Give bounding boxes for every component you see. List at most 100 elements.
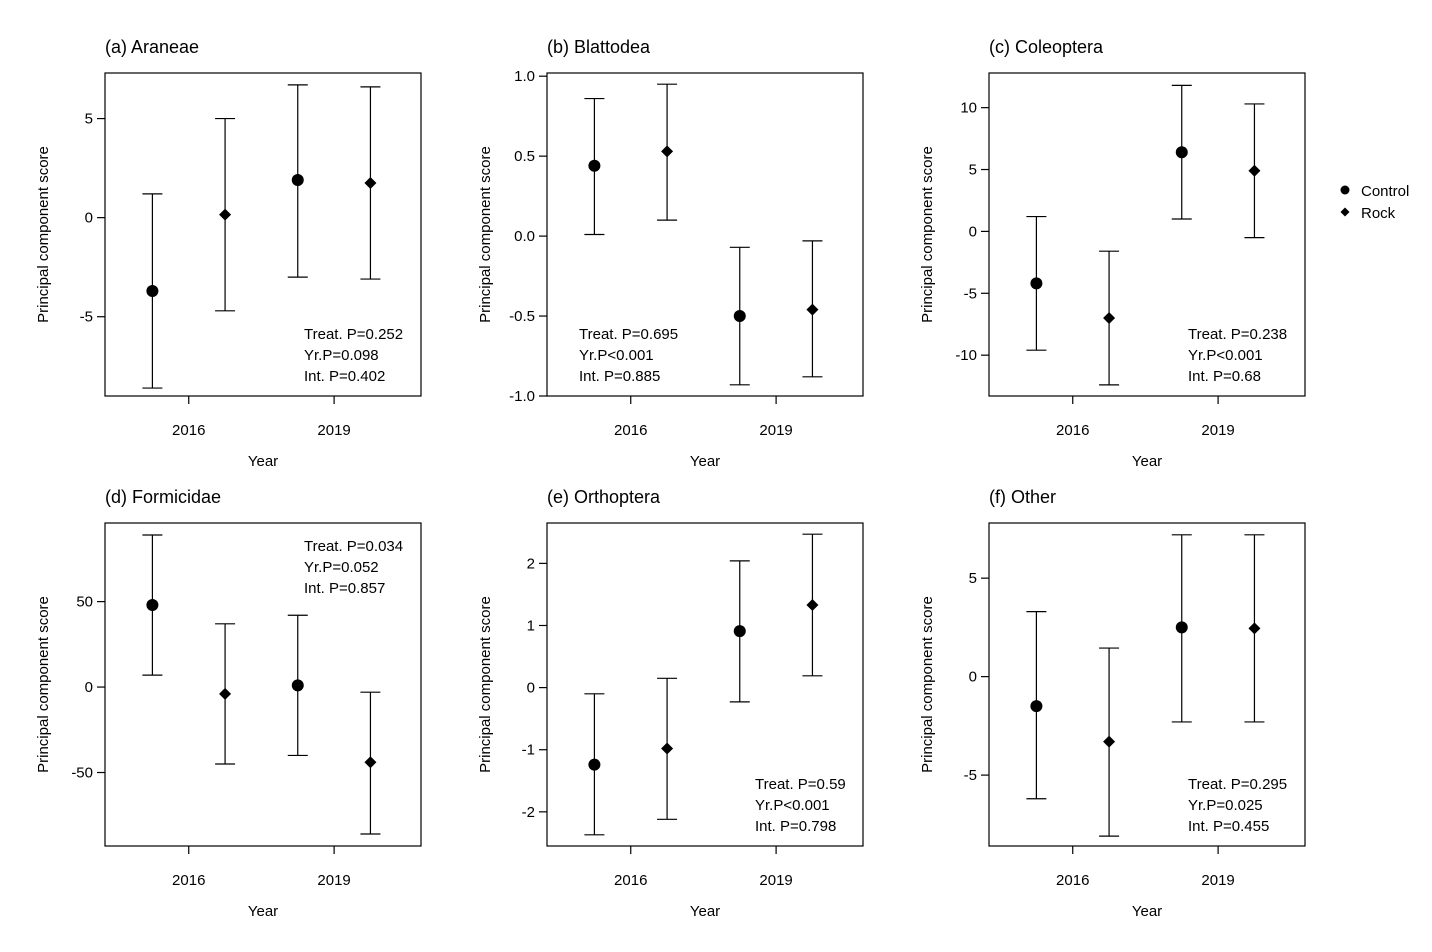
legend-marker-circle bbox=[1340, 185, 1350, 195]
y-tick-label: 1 bbox=[527, 617, 535, 634]
stat-line: Treat. P=0.695 bbox=[579, 326, 678, 343]
stat-line: Int. P=0.68 bbox=[1188, 368, 1261, 385]
control-mean-point bbox=[291, 174, 304, 187]
stat-line: Treat. P=0.295 bbox=[1188, 776, 1287, 793]
rock-mean-point bbox=[364, 756, 377, 769]
control-mean-point bbox=[1030, 277, 1043, 290]
control-mean-point bbox=[291, 679, 304, 692]
panel-title: (b) Blattodea bbox=[547, 37, 651, 57]
stat-line: Yr.P<0.001 bbox=[579, 347, 654, 364]
stat-line: Int. P=0.455 bbox=[1188, 818, 1269, 835]
y-tick-label: 0.0 bbox=[514, 228, 535, 245]
legend: Control Rock bbox=[1340, 183, 1409, 222]
control-mean-point bbox=[588, 159, 601, 172]
y-axis-label: Principal component score bbox=[919, 146, 936, 323]
x-tick-label: 2019 bbox=[1201, 422, 1234, 439]
x-tick-label: 2016 bbox=[1056, 872, 1089, 889]
y-tick-label: -5 bbox=[964, 767, 977, 784]
y-tick-label: -2 bbox=[522, 804, 535, 821]
rock-mean-point bbox=[806, 303, 819, 316]
panel-2: (b) Blattodea -1.0 -0.5 0.0 0.5 1.0 2016 2019 Ye… bbox=[477, 37, 864, 470]
panel-4: (d) Formicidae -50 0 50 2016 2019 Year Principa… bbox=[35, 487, 422, 920]
y-tick-label: 0 bbox=[969, 223, 977, 240]
stat-line: Treat. P=0.252 bbox=[304, 326, 403, 343]
stat-line: Yr.P<0.001 bbox=[755, 797, 830, 814]
stat-line: Treat. P=0.59 bbox=[755, 776, 846, 793]
rock-mean-point bbox=[1248, 164, 1261, 177]
x-axis-label: Year bbox=[1132, 903, 1162, 920]
legend-item-rock: Rock bbox=[1340, 205, 1396, 222]
y-tick-label: -10 bbox=[955, 347, 977, 364]
panel-3: (c) Coleoptera -10 -5 0 5 10 2016 2019 Year Princ… bbox=[919, 37, 1306, 470]
plot-frame bbox=[988, 72, 1306, 397]
stat-line: Treat. P=0.238 bbox=[1188, 326, 1287, 343]
y-tick-label: -50 bbox=[71, 765, 93, 782]
legend-label: Rock bbox=[1361, 205, 1396, 222]
stat-line: Int. P=0.857 bbox=[304, 580, 385, 597]
control-mean-point bbox=[1175, 621, 1188, 634]
stat-line: Treat. P=0.034 bbox=[304, 538, 403, 555]
control-mean-point bbox=[1030, 700, 1043, 713]
panel-title: (a) Araneae bbox=[105, 37, 199, 57]
stat-line: Yr.P=0.052 bbox=[304, 559, 379, 576]
y-tick-label: 0 bbox=[85, 679, 93, 696]
legend-marker-diamond bbox=[1340, 207, 1350, 217]
stat-line: Int. P=0.885 bbox=[579, 368, 660, 385]
control-mean-point bbox=[146, 599, 159, 612]
y-tick-label: 1.0 bbox=[514, 68, 535, 85]
y-tick-label: -0.5 bbox=[509, 308, 535, 325]
x-axis-label: Year bbox=[690, 453, 720, 470]
y-axis-label: Principal component score bbox=[35, 146, 52, 323]
y-tick-label: 0 bbox=[969, 669, 977, 686]
y-axis-label: Principal component score bbox=[919, 596, 936, 773]
x-tick-label: 2016 bbox=[614, 872, 647, 889]
x-tick-label: 2019 bbox=[317, 422, 350, 439]
panel-title: (f) Other bbox=[989, 487, 1056, 507]
rock-mean-point bbox=[1248, 622, 1261, 635]
rock-mean-point bbox=[219, 687, 232, 700]
y-tick-label: 0.5 bbox=[514, 148, 535, 165]
legend-label: Control bbox=[1361, 183, 1409, 200]
plot-frame bbox=[104, 522, 422, 847]
panel-6: (f) Other -5 0 5 2016 2019 Year Principal compo… bbox=[919, 487, 1306, 920]
y-tick-label: 2 bbox=[527, 555, 535, 572]
y-tick-label: -1.0 bbox=[509, 388, 535, 405]
x-axis-label: Year bbox=[248, 903, 278, 920]
rock-mean-point bbox=[806, 598, 819, 611]
plot-frame bbox=[546, 72, 864, 397]
y-axis-label: Principal component score bbox=[35, 596, 52, 773]
panel-title: (c) Coleoptera bbox=[989, 37, 1104, 57]
x-tick-label: 2019 bbox=[1201, 872, 1234, 889]
plot-frame bbox=[104, 72, 422, 397]
stat-line: Yr.P<0.001 bbox=[1188, 347, 1263, 364]
y-tick-label: 10 bbox=[960, 100, 977, 117]
y-tick-label: -5 bbox=[80, 309, 93, 326]
x-tick-label: 2019 bbox=[759, 872, 792, 889]
rock-mean-point bbox=[661, 742, 674, 755]
rock-mean-point bbox=[1103, 312, 1116, 325]
rock-mean-point bbox=[219, 208, 232, 221]
rock-mean-point bbox=[661, 145, 674, 158]
x-tick-label: 2016 bbox=[614, 422, 647, 439]
x-tick-label: 2019 bbox=[317, 872, 350, 889]
control-mean-point bbox=[733, 625, 746, 638]
plot-frame bbox=[546, 522, 864, 847]
stat-line: Int. P=0.402 bbox=[304, 368, 385, 385]
x-tick-label: 2019 bbox=[759, 422, 792, 439]
y-tick-label: 50 bbox=[76, 594, 93, 611]
panel-title: (e) Orthoptera bbox=[547, 487, 661, 507]
control-mean-point bbox=[1175, 146, 1188, 159]
y-tick-label: -1 bbox=[522, 742, 535, 759]
stat-line: Int. P=0.798 bbox=[755, 818, 836, 835]
panel-title: (d) Formicidae bbox=[105, 487, 221, 507]
x-axis-label: Year bbox=[1132, 453, 1162, 470]
y-tick-label: 0 bbox=[527, 680, 535, 697]
rock-mean-point bbox=[364, 176, 377, 189]
stat-line: Yr.P=0.025 bbox=[1188, 797, 1263, 814]
panel-5: (e) Orthoptera -2 -1 0 1 2 2016 2019 Year Princip… bbox=[477, 487, 864, 920]
y-axis-label: Principal component score bbox=[477, 596, 494, 773]
y-tick-label: 5 bbox=[85, 111, 93, 128]
control-mean-point bbox=[146, 284, 159, 297]
y-tick-label: -5 bbox=[964, 285, 977, 302]
